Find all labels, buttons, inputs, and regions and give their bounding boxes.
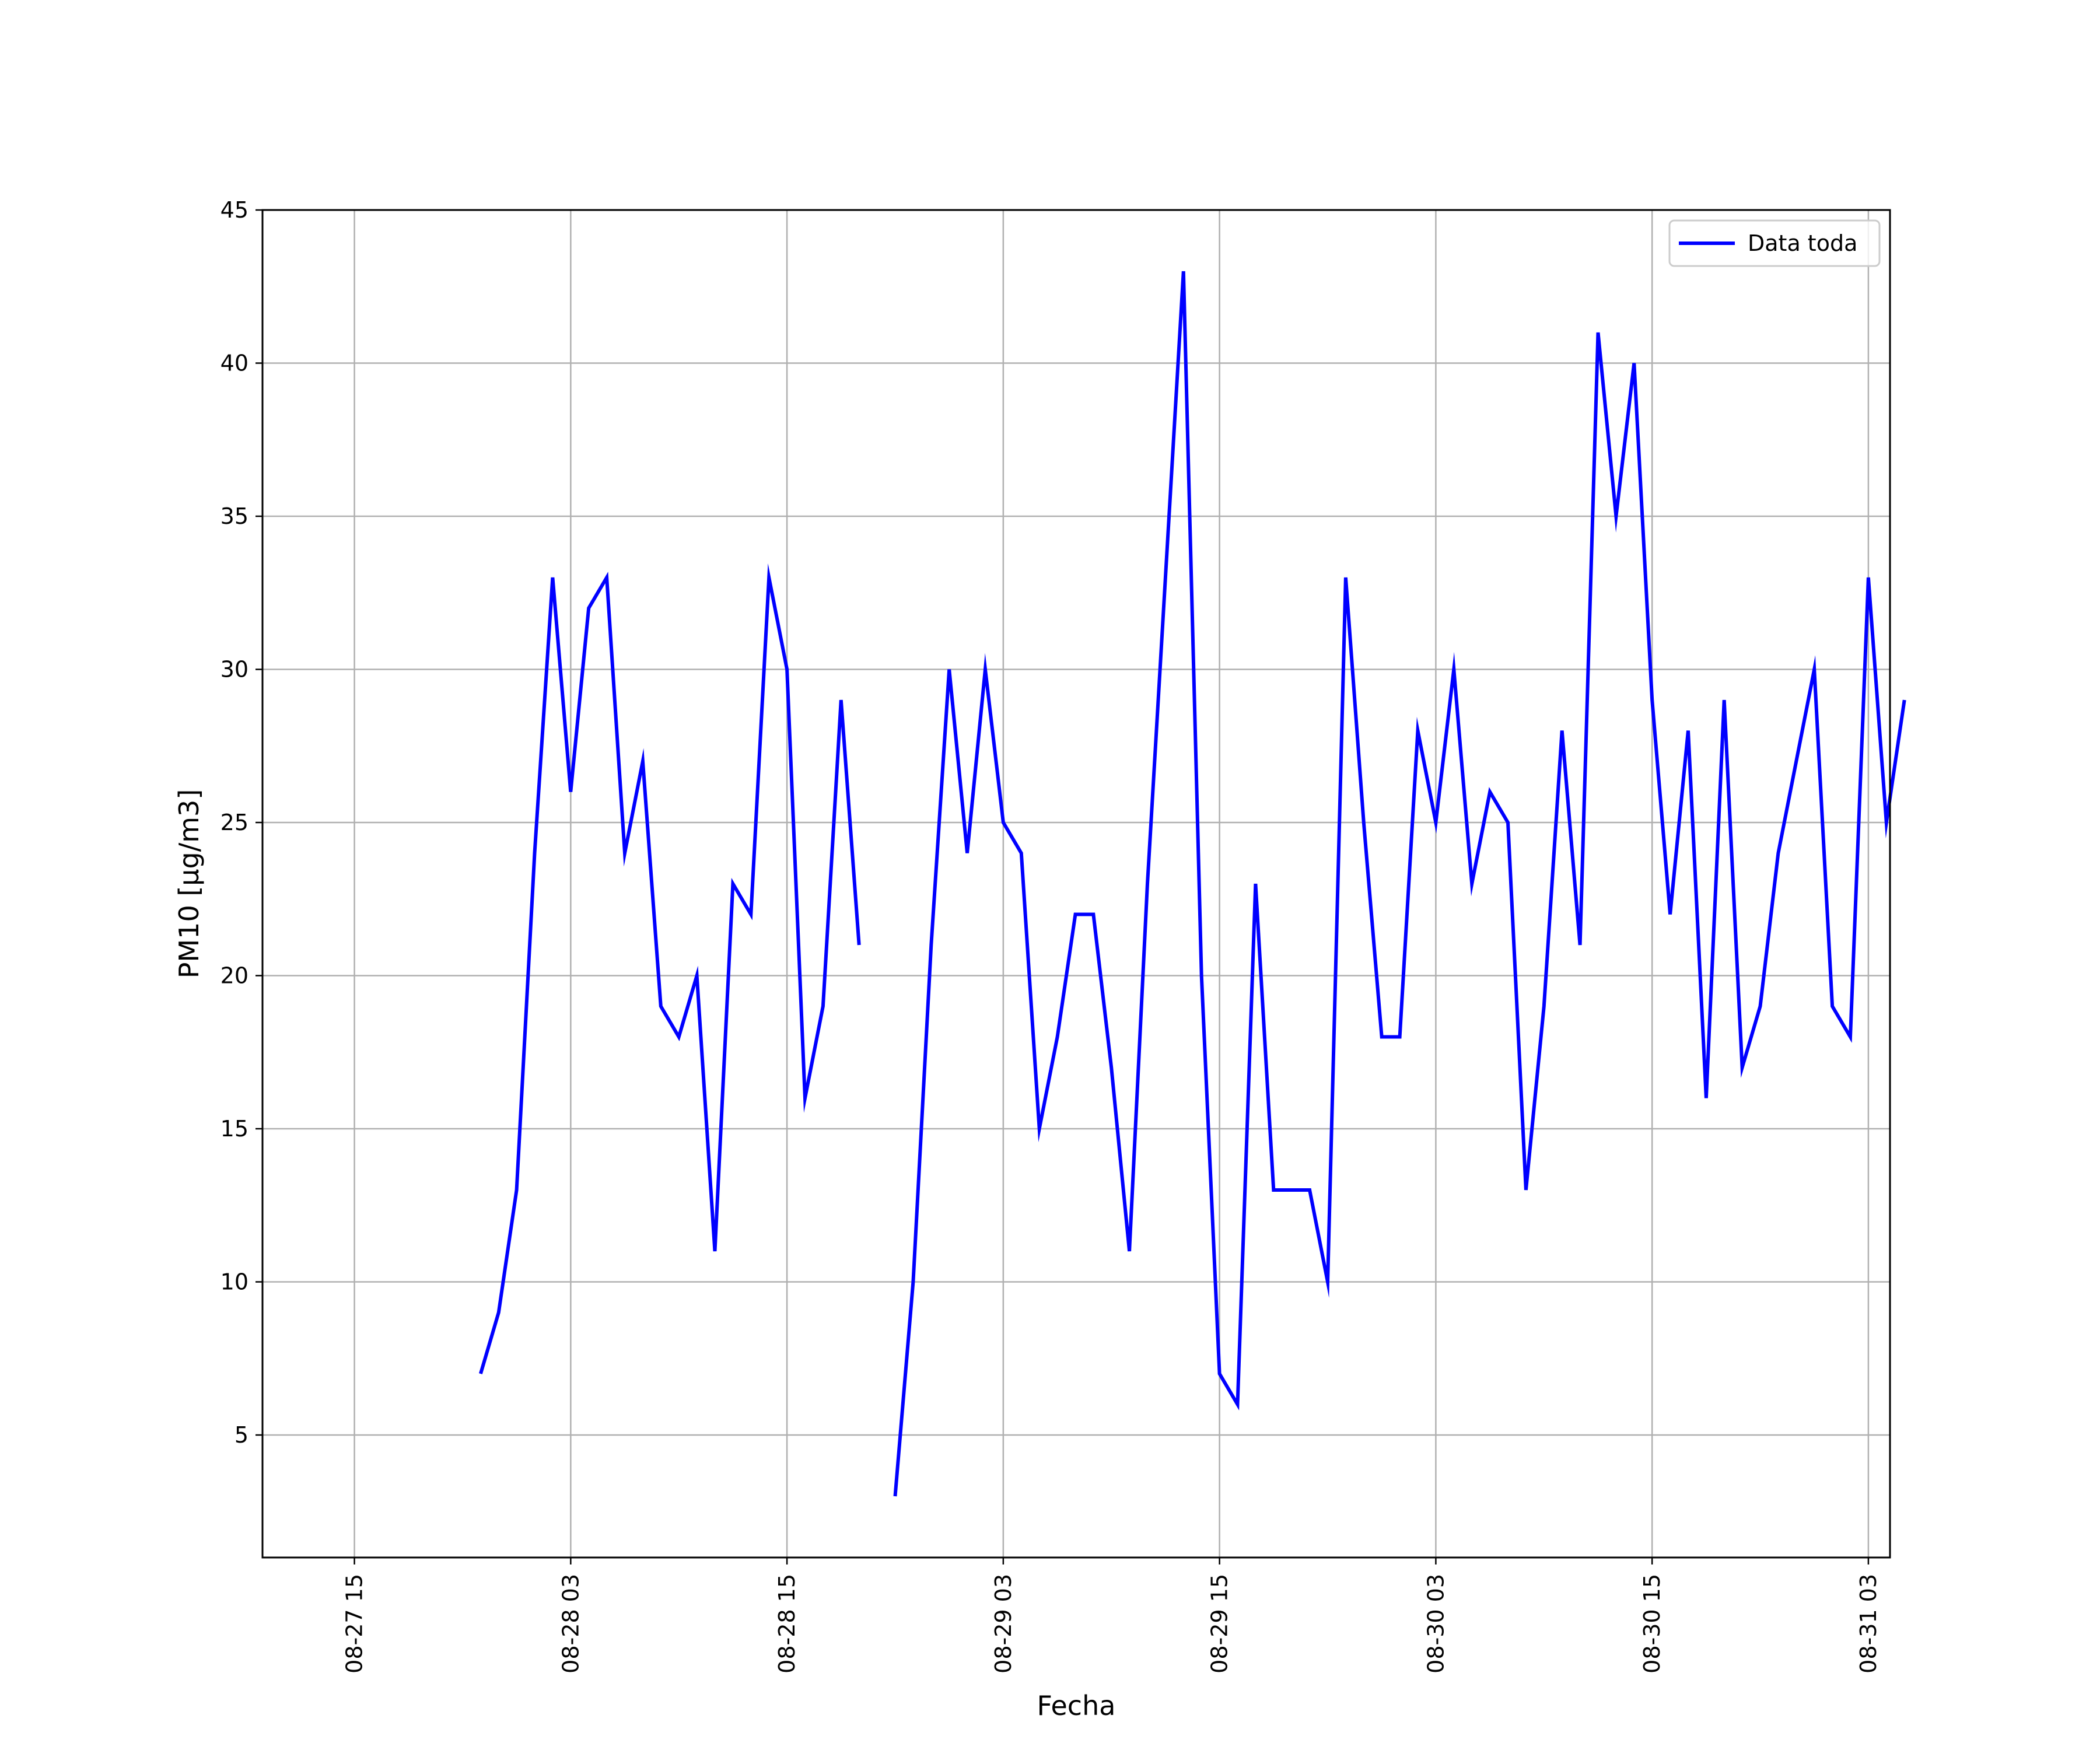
x-tick-label: 08-28 03 bbox=[558, 1574, 583, 1674]
y-axis-label: PM10 [μg/m3] bbox=[173, 789, 205, 979]
series-layer bbox=[479, 271, 1906, 1497]
x-axis: 08-27 15 08-28 03 08-28 15 08-29 03 08-29 15… bbox=[342, 1558, 1881, 1674]
x-tick-label: 08-31 03 bbox=[1856, 1574, 1881, 1674]
y-tick-label: 35 bbox=[220, 503, 249, 529]
y-tick-label: 5 bbox=[235, 1422, 249, 1448]
x-tick-label: 08-28 15 bbox=[774, 1574, 800, 1674]
x-axis-label: Fecha bbox=[1037, 1690, 1116, 1721]
x-tick-label: 08-29 15 bbox=[1207, 1574, 1233, 1674]
legend-box bbox=[1668, 219, 1881, 267]
x-tick-label: 08-29 03 bbox=[991, 1574, 1016, 1674]
y-tick-label: 10 bbox=[220, 1269, 249, 1295]
y-tick-label: 20 bbox=[220, 963, 249, 989]
y-tick-label: 25 bbox=[220, 810, 249, 835]
y-tick-label: 45 bbox=[220, 197, 249, 223]
y-tick-label: 15 bbox=[220, 1116, 249, 1142]
legend-label: Data toda bbox=[1748, 230, 1857, 256]
series-line-0 bbox=[893, 271, 1906, 1497]
x-tick-label: 08-30 15 bbox=[1639, 1574, 1665, 1674]
series-line-0 bbox=[479, 563, 861, 1374]
y-axis: 5 10 15 20 25 30 35 40 45 bbox=[220, 197, 262, 1448]
y-tick-label: 30 bbox=[220, 657, 249, 682]
x-tick-label: 08-27 15 bbox=[342, 1574, 368, 1674]
x-tick-label: 08-30 03 bbox=[1423, 1574, 1448, 1674]
y-tick-label: 40 bbox=[220, 351, 249, 376]
plot-frame bbox=[261, 209, 1891, 1559]
legend: Data toda bbox=[1668, 219, 1881, 267]
